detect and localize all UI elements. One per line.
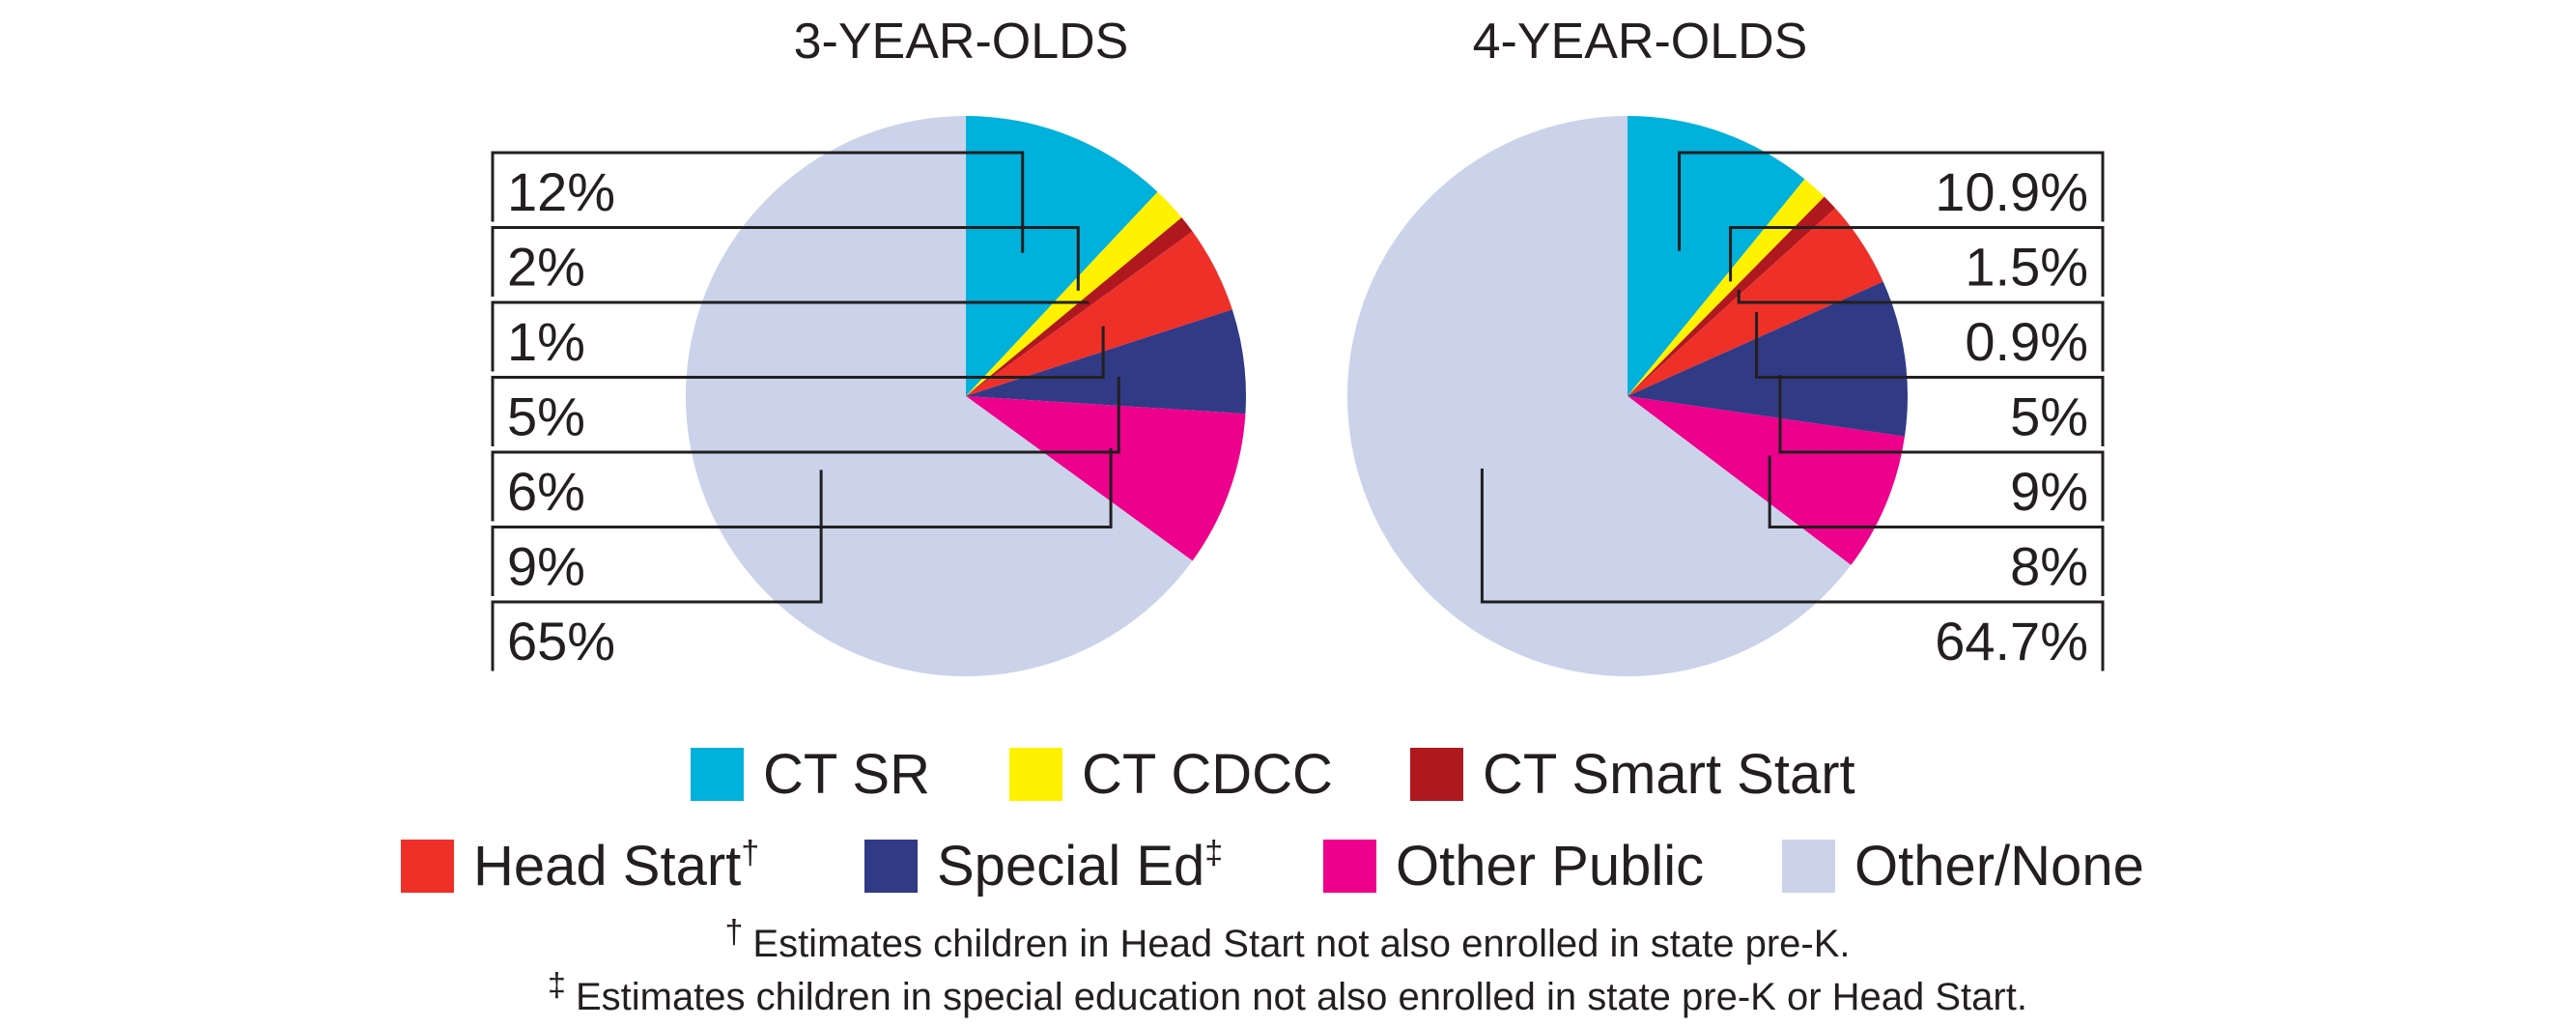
- pie-slice-ct-cdcc: [966, 191, 1182, 396]
- footnote: † Estimates children in Head Start not al…: [724, 914, 1850, 965]
- label-bracket: [491, 377, 1120, 522]
- legend-item-head-start: Head Start†: [401, 835, 759, 898]
- label-bracket: [491, 448, 1113, 596]
- legend: CT SR CT CDCC CT Smart Start Head Start† Spe…: [401, 743, 2144, 898]
- label-bracket: [1729, 226, 2105, 297]
- pie-slice-head-start: [966, 231, 1232, 396]
- legend-swatch: [864, 840, 918, 893]
- pie-title: 3-YEAR-OLDS: [794, 14, 1129, 70]
- label-bracket: [491, 151, 1025, 253]
- slice-value-label: 10.9%: [1935, 161, 2088, 222]
- legend-swatch: [1323, 840, 1376, 893]
- slice-value-label: 5%: [2010, 386, 2088, 447]
- pie-chart-3-year-olds: 3-YEAR-OLDS 12% 2% 1% 5% 6% 9% 65%: [491, 14, 1246, 676]
- pie-slice-ct-sr: [1628, 116, 1805, 396]
- pie-slice-ct-sr: [966, 116, 1158, 396]
- label-bracket: [1678, 151, 2105, 251]
- footnotes: † Estimates children in Head Start not al…: [548, 914, 2027, 1018]
- pie-slice-ct-smart-start: [1628, 196, 1836, 396]
- legend-swatch: [691, 748, 744, 801]
- slice-value-label: 5%: [507, 386, 585, 447]
- slice-value-label: 9%: [507, 536, 585, 597]
- slice-value-label: 8%: [2010, 536, 2088, 597]
- legend-swatch: [1410, 748, 1463, 801]
- footnote-mark: †: [741, 835, 759, 871]
- slice-value-label: 2%: [507, 237, 585, 298]
- label-bracket: [491, 300, 1090, 372]
- pie-title: 4-YEAR-OLDS: [1473, 14, 1808, 70]
- legend-item-ct-cdcc: CT CDCC: [1009, 743, 1333, 806]
- legend-item-ct-smart-start: CT Smart Start: [1410, 743, 1855, 806]
- label-bracket: [1480, 468, 2105, 671]
- pie-slice-ct-cdcc: [1628, 179, 1825, 396]
- legend-label: Special Ed‡: [937, 835, 1223, 898]
- legend-swatch: [1782, 840, 1835, 893]
- label-bracket: [491, 470, 823, 671]
- legend-label: CT SR: [763, 743, 930, 806]
- label-bracket: [491, 326, 1105, 446]
- slice-value-label: 6%: [507, 461, 585, 522]
- legend-swatch: [1009, 748, 1062, 801]
- slice-value-label: 9%: [2010, 461, 2088, 522]
- pie-slice-other-none: [1347, 116, 1852, 676]
- legend-label: Other/None: [1854, 835, 2144, 898]
- slice-value-label: 0.9%: [1965, 311, 2088, 372]
- pie-slice-ct-smart-start: [966, 217, 1193, 396]
- legend-item-ct-sr: CT SR: [691, 743, 930, 806]
- pie-slice-special-ed: [1628, 281, 1908, 437]
- legend-swatch: [401, 840, 454, 893]
- pie-slice-other-none: [685, 116, 1193, 676]
- label-bracket: [1755, 311, 2105, 446]
- footnote: ‡ Estimates children in special education…: [548, 967, 2027, 1018]
- legend-label: Head Start†: [473, 835, 759, 898]
- legend-item-other-public: Other Public: [1323, 835, 1704, 898]
- label-bracket: [1778, 375, 2105, 522]
- pie-slice-other-public: [966, 396, 1246, 561]
- label-bracket: [1768, 455, 2105, 596]
- slice-value-label: 12%: [507, 161, 615, 222]
- label-bracket: [491, 226, 1080, 297]
- legend-label: Other Public: [1396, 835, 1704, 898]
- footnote-mark: ‡: [1204, 835, 1223, 871]
- pie-slice-other-public: [1628, 396, 1905, 565]
- pie-chart-4-year-olds: 4-YEAR-OLDS 10.9% 1.5% 0.9% 5% 9% 8% 64.7%: [1347, 14, 2105, 676]
- slice-value-label: 64.7%: [1935, 611, 2088, 671]
- slice-value-label: 1%: [507, 311, 585, 372]
- slice-value-label: 1.5%: [1965, 237, 2088, 298]
- legend-label: CT Smart Start: [1483, 743, 1855, 806]
- legend-label: CT CDCC: [1082, 743, 1333, 806]
- label-bracket: [1737, 289, 2105, 372]
- slice-value-label: 65%: [507, 611, 615, 671]
- legend-item-other-none: Other/None: [1782, 835, 2144, 898]
- pie-slice-special-ed: [966, 309, 1246, 414]
- legend-item-special-ed: Special Ed‡: [864, 835, 1223, 898]
